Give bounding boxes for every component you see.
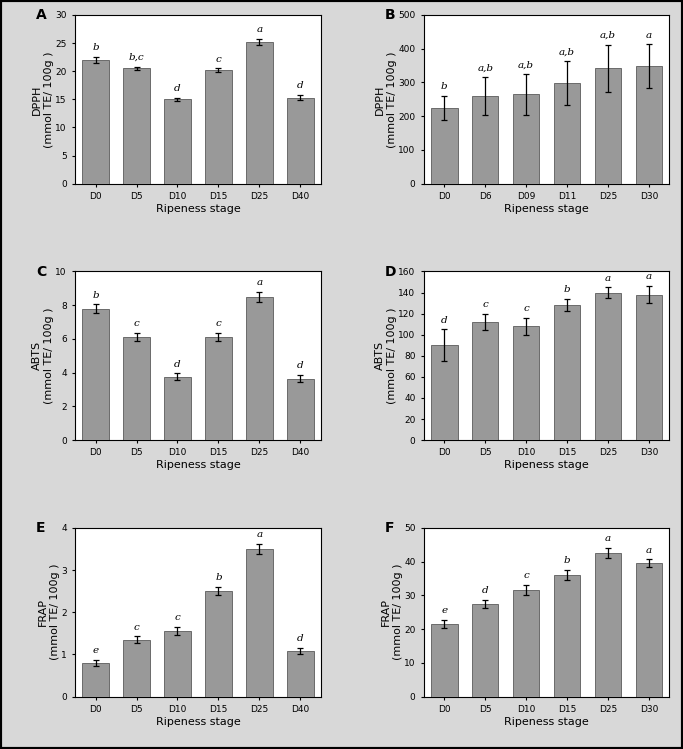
Bar: [636, 66, 663, 184]
Bar: [82, 309, 109, 440]
Text: A: A: [36, 8, 46, 22]
X-axis label: Ripeness stage: Ripeness stage: [156, 717, 240, 727]
Bar: [246, 549, 273, 697]
Bar: [123, 640, 150, 697]
Bar: [431, 624, 458, 697]
Bar: [205, 70, 232, 184]
Text: c: c: [134, 622, 139, 631]
Text: b: b: [92, 291, 99, 300]
Text: b: b: [441, 82, 447, 91]
Y-axis label: FRAP
(mmol TE/ 100g ): FRAP (mmol TE/ 100g ): [381, 564, 402, 661]
Bar: [82, 663, 109, 697]
Text: d: d: [482, 586, 488, 595]
Text: b: b: [563, 557, 570, 565]
Text: c: c: [216, 55, 221, 64]
Bar: [246, 297, 273, 440]
X-axis label: Ripeness stage: Ripeness stage: [504, 204, 589, 213]
Text: d: d: [441, 315, 447, 324]
Bar: [595, 68, 622, 184]
Bar: [164, 631, 191, 697]
Bar: [595, 554, 622, 697]
Bar: [431, 108, 458, 184]
Y-axis label: ABTS
(mmol TE/ 100g ): ABTS (mmol TE/ 100g ): [375, 308, 397, 404]
X-axis label: Ripeness stage: Ripeness stage: [504, 717, 589, 727]
Text: c: c: [482, 300, 488, 309]
Text: a: a: [605, 273, 611, 282]
Text: e: e: [92, 646, 98, 655]
Bar: [82, 60, 109, 184]
Text: b: b: [215, 573, 222, 582]
Y-axis label: ABTS
(mmol TE/ 100g ): ABTS (mmol TE/ 100g ): [32, 308, 54, 404]
Text: a: a: [256, 25, 262, 34]
Text: b: b: [563, 285, 570, 294]
Bar: [246, 42, 273, 184]
Text: c: c: [523, 571, 529, 580]
Text: D: D: [385, 264, 396, 279]
Y-axis label: DPPH
(mmol TE/ 100g ): DPPH (mmol TE/ 100g ): [32, 51, 54, 148]
Bar: [513, 590, 540, 697]
Text: a: a: [256, 278, 262, 287]
Bar: [205, 591, 232, 697]
Text: d: d: [297, 362, 303, 371]
Bar: [513, 327, 540, 440]
Bar: [472, 604, 499, 697]
Text: c: c: [523, 304, 529, 313]
Text: b: b: [92, 43, 99, 52]
Bar: [636, 563, 663, 697]
Bar: [287, 97, 313, 184]
Bar: [431, 345, 458, 440]
Bar: [554, 83, 581, 184]
Bar: [472, 322, 499, 440]
Bar: [472, 96, 499, 184]
Text: d: d: [174, 84, 181, 93]
Text: a,b: a,b: [559, 47, 575, 56]
X-axis label: Ripeness stage: Ripeness stage: [504, 460, 589, 470]
Bar: [554, 575, 581, 697]
Text: d: d: [297, 81, 303, 90]
Text: F: F: [385, 521, 394, 535]
Text: c: c: [134, 319, 139, 328]
Bar: [513, 94, 540, 184]
Text: a: a: [646, 545, 652, 554]
Text: C: C: [36, 264, 46, 279]
Bar: [554, 305, 581, 440]
Bar: [287, 651, 313, 697]
Bar: [164, 100, 191, 184]
Text: a,b: a,b: [518, 61, 534, 70]
Text: a: a: [605, 534, 611, 543]
Text: d: d: [174, 360, 181, 369]
Bar: [595, 293, 622, 440]
Bar: [123, 337, 150, 440]
Y-axis label: DPPH
(mmol TE/ 100g ): DPPH (mmol TE/ 100g ): [375, 51, 397, 148]
X-axis label: Ripeness stage: Ripeness stage: [156, 204, 240, 213]
Text: a: a: [646, 31, 652, 40]
X-axis label: Ripeness stage: Ripeness stage: [156, 460, 240, 470]
Y-axis label: FRAP
(mmol TE/ 100g ): FRAP (mmol TE/ 100g ): [38, 564, 59, 661]
Text: a: a: [646, 273, 652, 282]
Text: a: a: [256, 530, 262, 539]
Bar: [205, 337, 232, 440]
Text: b,c: b,c: [128, 53, 144, 62]
Bar: [636, 294, 663, 440]
Bar: [287, 378, 313, 440]
Text: a,b: a,b: [477, 64, 493, 73]
Text: e: e: [441, 606, 447, 615]
Text: c: c: [216, 319, 221, 328]
Text: d: d: [297, 634, 303, 643]
Bar: [123, 68, 150, 184]
Text: c: c: [175, 613, 180, 622]
Text: B: B: [385, 8, 395, 22]
Text: a,b: a,b: [600, 31, 616, 40]
Bar: [164, 377, 191, 440]
Text: E: E: [36, 521, 45, 535]
